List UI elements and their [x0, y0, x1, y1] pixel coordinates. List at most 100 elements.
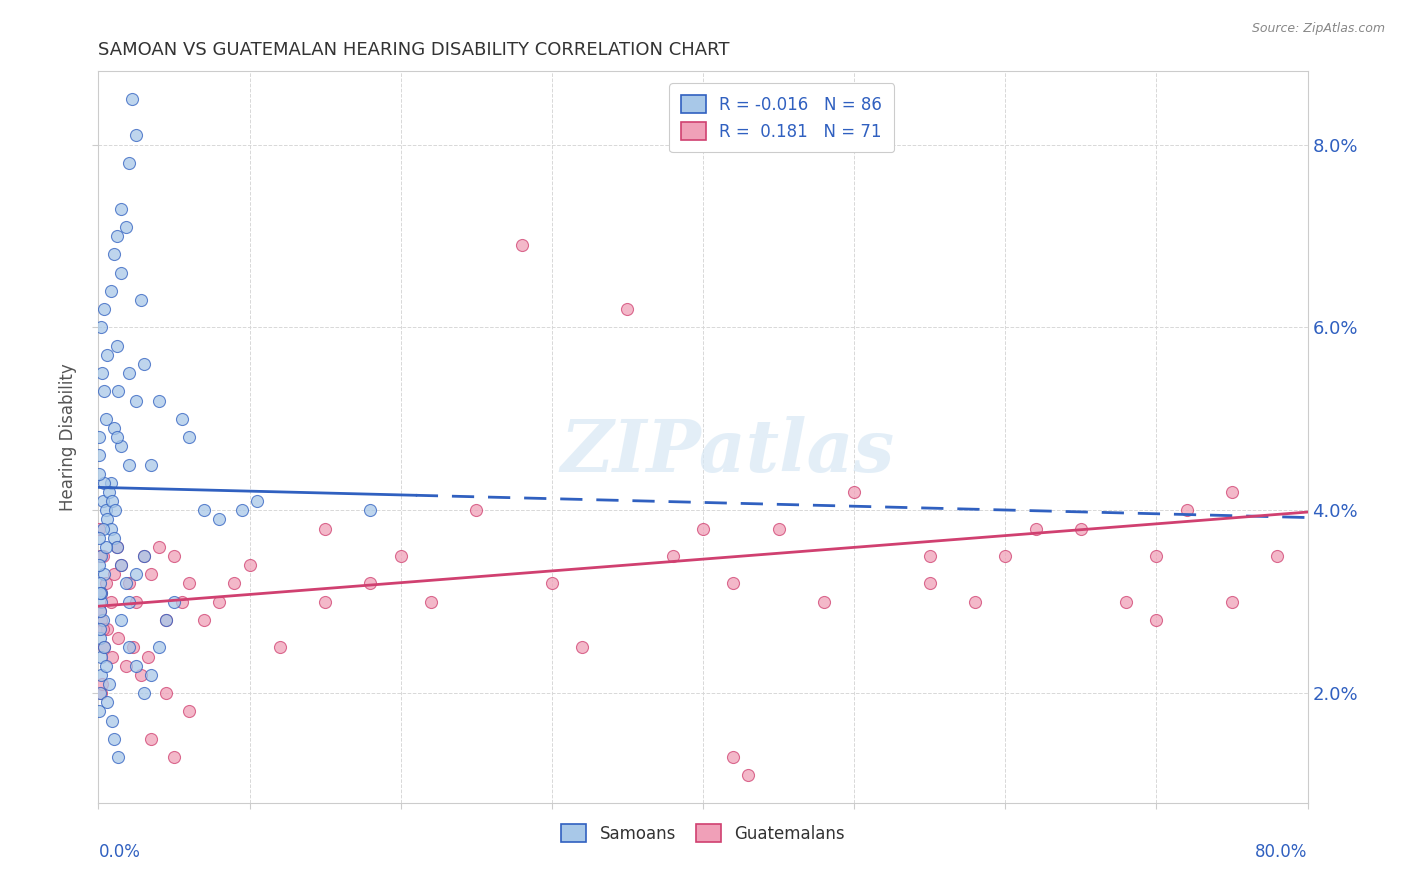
- Point: [125, 567, 148, 582]
- Point: [96, 512, 118, 526]
- Point: [110, 202, 132, 216]
- Point: [208, 512, 231, 526]
- Point: [723, 576, 745, 591]
- Point: [103, 531, 125, 545]
- Text: Source: ZipAtlas.com: Source: ZipAtlas.com: [1251, 22, 1385, 36]
- Point: [104, 503, 127, 517]
- Point: [125, 128, 148, 143]
- Point: [107, 384, 129, 399]
- Point: [93, 640, 115, 655]
- Point: [90, 649, 112, 664]
- Point: [101, 649, 124, 664]
- Point: [105, 540, 128, 554]
- Point: [96, 348, 118, 362]
- Point: [122, 640, 145, 655]
- Point: [89, 576, 111, 591]
- Point: [510, 238, 533, 252]
- Point: [91, 549, 114, 563]
- Point: [155, 613, 177, 627]
- Point: [465, 503, 488, 517]
- Point: [1146, 549, 1168, 563]
- Point: [100, 475, 122, 490]
- Point: [125, 658, 148, 673]
- Point: [420, 594, 443, 608]
- Point: [239, 558, 262, 573]
- Point: [90, 585, 112, 599]
- Point: [93, 475, 115, 490]
- Point: [965, 594, 987, 608]
- Point: [360, 576, 382, 591]
- Point: [98, 677, 121, 691]
- Point: [93, 567, 115, 582]
- Point: [103, 421, 125, 435]
- Point: [179, 576, 201, 591]
- Point: [89, 585, 111, 599]
- Point: [114, 658, 136, 673]
- Point: [103, 731, 125, 746]
- Point: [1220, 594, 1243, 608]
- Text: 80.0%: 80.0%: [1256, 843, 1308, 861]
- Legend: Samoans, Guatemalans: Samoans, Guatemalans: [554, 817, 852, 849]
- Point: [90, 585, 112, 599]
- Point: [129, 293, 152, 307]
- Point: [1220, 485, 1243, 500]
- Point: [89, 604, 111, 618]
- Point: [132, 549, 155, 563]
- Point: [89, 558, 111, 573]
- Point: [141, 731, 163, 746]
- Point: [91, 366, 114, 380]
- Point: [170, 594, 193, 608]
- Point: [105, 229, 128, 244]
- Point: [208, 594, 231, 608]
- Point: [100, 284, 122, 298]
- Point: [163, 549, 186, 563]
- Point: [540, 576, 562, 591]
- Point: [155, 686, 177, 700]
- Point: [90, 594, 112, 608]
- Point: [110, 613, 132, 627]
- Point: [125, 393, 148, 408]
- Point: [89, 632, 111, 646]
- Point: [93, 301, 115, 317]
- Point: [193, 503, 215, 517]
- Point: [103, 247, 125, 261]
- Point: [148, 393, 170, 408]
- Point: [93, 640, 115, 655]
- Point: [813, 594, 835, 608]
- Point: [224, 576, 246, 591]
- Point: [768, 521, 790, 535]
- Point: [132, 686, 155, 700]
- Point: [89, 521, 111, 535]
- Point: [96, 622, 118, 636]
- Point: [107, 750, 129, 764]
- Point: [132, 549, 155, 563]
- Point: [571, 640, 593, 655]
- Point: [125, 594, 148, 608]
- Point: [918, 576, 941, 591]
- Point: [129, 667, 152, 681]
- Point: [737, 768, 759, 782]
- Point: [110, 266, 132, 280]
- Point: [90, 549, 112, 563]
- Text: 0.0%: 0.0%: [98, 843, 141, 861]
- Point: [136, 649, 159, 664]
- Point: [91, 613, 114, 627]
- Point: [94, 576, 117, 591]
- Point: [616, 301, 638, 317]
- Point: [101, 714, 124, 728]
- Point: [103, 567, 125, 582]
- Point: [91, 622, 114, 636]
- Point: [90, 613, 112, 627]
- Point: [101, 494, 124, 508]
- Point: [314, 594, 336, 608]
- Point: [105, 430, 128, 444]
- Point: [179, 430, 201, 444]
- Point: [94, 540, 117, 554]
- Point: [692, 521, 714, 535]
- Point: [1175, 503, 1198, 517]
- Point: [89, 622, 111, 636]
- Point: [132, 357, 155, 371]
- Point: [110, 439, 132, 453]
- Point: [90, 686, 112, 700]
- Point: [94, 658, 117, 673]
